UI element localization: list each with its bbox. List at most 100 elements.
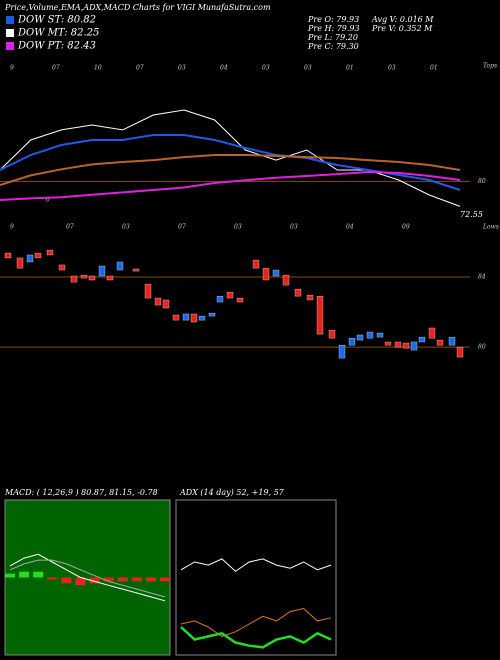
candle-body [4,252,12,259]
candle-body [272,269,280,277]
info-text: Pre H: 79.93 [307,24,360,33]
candle-body [106,275,114,281]
top-date: 03 [178,65,186,72]
top-date: 9 [10,65,14,72]
candle-body [16,257,24,269]
candle-body [182,313,190,321]
adx-line [180,607,332,637]
histogram-bar [33,571,44,578]
legend-swatch [6,16,14,24]
candle-body [26,254,34,263]
adx-line [180,558,332,572]
candle-body [376,332,384,338]
page-title: Price,Volume,EMA,ADX,MACD Charts for VIG… [4,3,271,12]
candle-body [98,265,106,277]
last-label: 72.55 [460,210,483,219]
candle-body [262,267,270,281]
low-date: 04 [346,224,354,231]
candle-body [410,341,418,351]
candle-body [88,275,96,281]
candle-body [436,339,444,346]
top-date: 07 [136,65,144,72]
legend-label: DOW MT: 82.25 [17,28,99,39]
candle-body [448,336,456,346]
low-date: 03 [122,224,130,231]
candle-body [306,294,314,301]
legend-label: DOW ST: 80.82 [17,15,96,26]
candle-body [294,288,302,297]
histogram-bar [19,571,30,578]
candle-body [338,344,346,359]
low-date: 09 [402,224,410,231]
candle-body [402,342,410,349]
candle-body [226,291,234,299]
panel-bg [4,499,171,656]
candle-body [70,275,78,283]
candle-body [34,252,42,259]
histogram-bar [47,577,58,580]
top-date: 10 [94,65,102,72]
candle-body [348,337,356,346]
y-tick-label: 80 [478,344,486,351]
y-tick-label: 80 [478,178,486,185]
panel-bg [175,499,337,656]
candle-body [216,295,224,303]
start-label: 0 [46,197,50,204]
info-text: Pre L: 79.20 [307,33,358,42]
macd-line [9,553,166,602]
candle-body [80,274,88,279]
candle-body [418,336,426,343]
candle-body [58,264,66,271]
candle-body [116,261,124,271]
candle-body [316,295,324,335]
info-text: Avg V: 0.016 M [371,15,434,24]
panel-title: ADX (14 day) 52, +19, 57 [179,488,285,497]
low-date: 9 [10,224,14,231]
histogram-bar [89,577,100,584]
top-date: 03 [304,65,312,72]
y-tick-label: 84 [478,274,486,281]
histogram-bar [117,577,128,582]
info-text: Pre V: 0.352 M [371,24,433,33]
candle-body [252,259,260,269]
tops-label: Tops [483,63,497,70]
macd-line [9,559,166,598]
candle-body [46,249,54,256]
legend-label: DOW PT: 82.43 [17,41,96,52]
candle-body [144,283,152,299]
ema-line [0,170,461,201]
histogram-bar [61,577,72,584]
candle-body [198,315,206,321]
candle-body [356,334,364,341]
ema-line [0,154,461,186]
histogram-bar [160,577,170,582]
adx-line [180,626,332,649]
candle-body [366,331,374,339]
histogram-bar [145,577,156,582]
histogram-bar [131,577,142,582]
legend-swatch [6,42,14,50]
candle-body [428,327,436,339]
candle-body [190,313,198,323]
candle-body [328,329,336,339]
low-date: 03 [290,224,298,231]
top-date: 01 [430,65,438,72]
ema-line [0,109,461,207]
low-date: 07 [178,224,186,231]
panel-title: MACD: ( 12,26,9 ) 80.87, 81.15, -0.78 [4,488,158,497]
candle-body [172,314,180,321]
top-date: 07 [52,65,60,72]
candle-body [456,346,464,358]
candle-body [154,297,162,306]
top-date: 04 [220,65,228,72]
lows-label: Lows [482,224,499,231]
top-date: 03 [262,65,270,72]
histogram-bar [5,573,15,578]
legend-swatch [6,29,14,37]
info-text: Pre C: 79.30 [307,42,359,51]
candle-body [132,268,140,272]
candle-body [384,341,392,346]
candle-body [394,341,402,348]
low-date: 07 [66,224,74,231]
